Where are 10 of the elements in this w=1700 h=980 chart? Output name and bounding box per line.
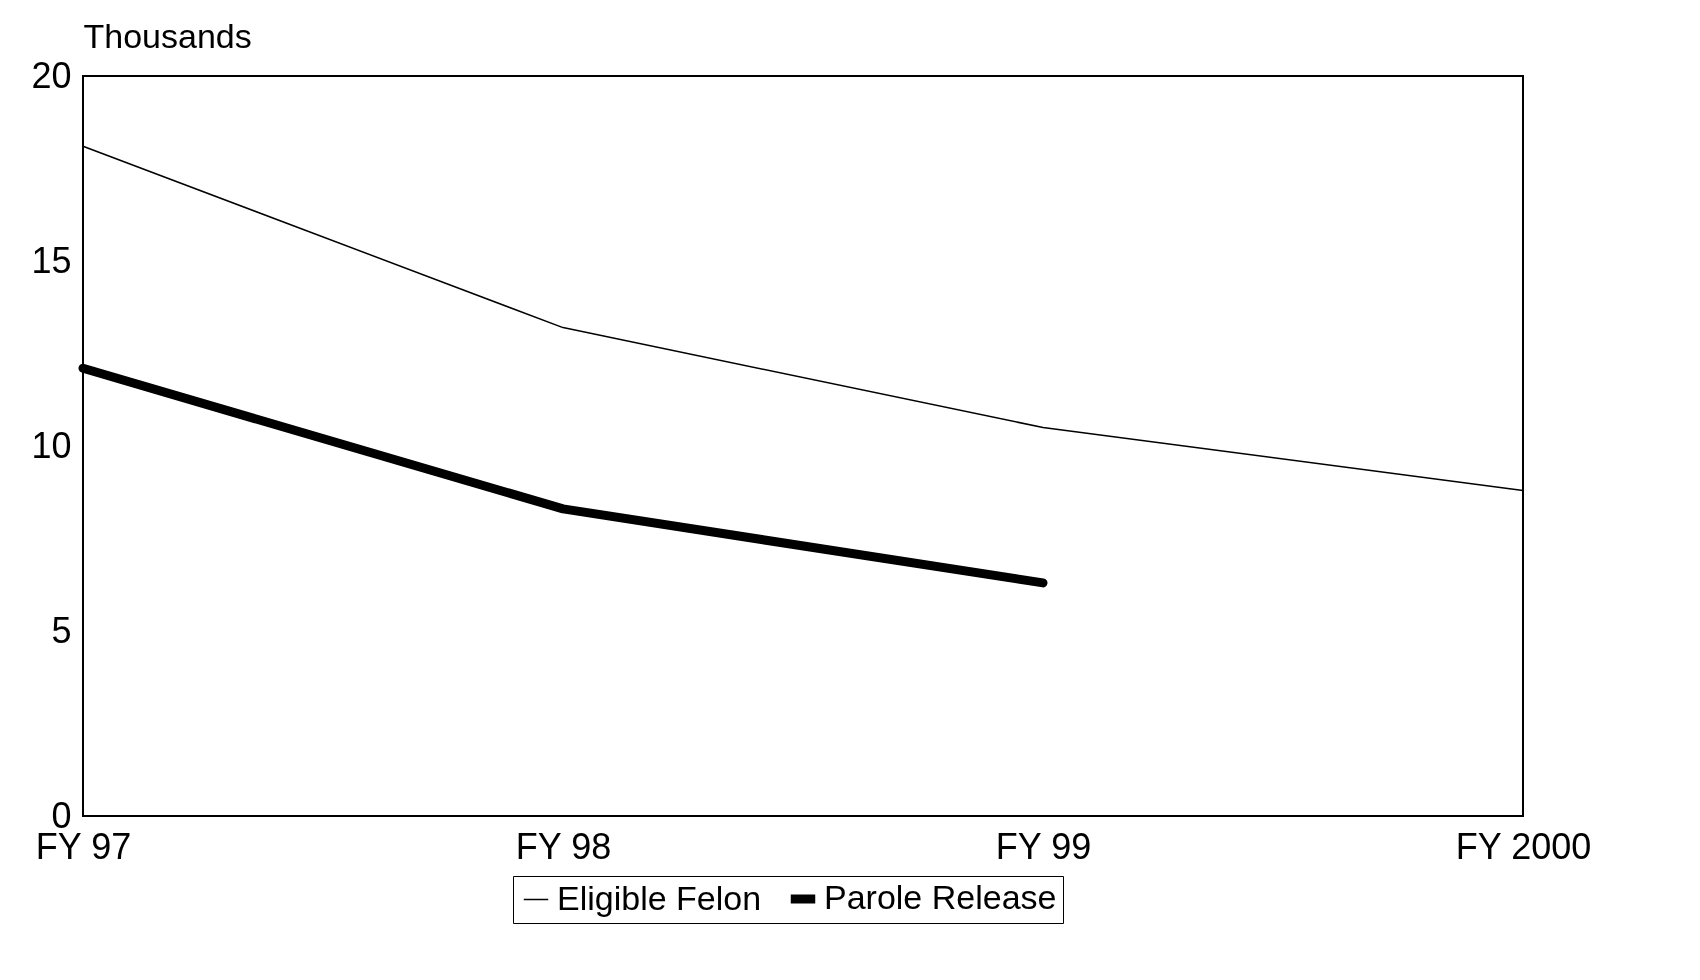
legend-label: Parole Release — [824, 878, 1057, 916]
y-tick-label: 10 — [31, 424, 72, 466]
y-tick-label: 5 — [51, 609, 72, 651]
legend-label: Eligible Felon — [557, 878, 762, 917]
x-tick-label: FY 99 — [995, 825, 1092, 867]
x-tick-label: FY 98 — [515, 825, 612, 867]
y-tick-label: 20 — [31, 54, 72, 96]
y-tick-label: 15 — [31, 239, 72, 281]
y-axis-title: Thousands — [83, 16, 252, 55]
x-tick-label: FY 2000 — [1455, 825, 1592, 867]
